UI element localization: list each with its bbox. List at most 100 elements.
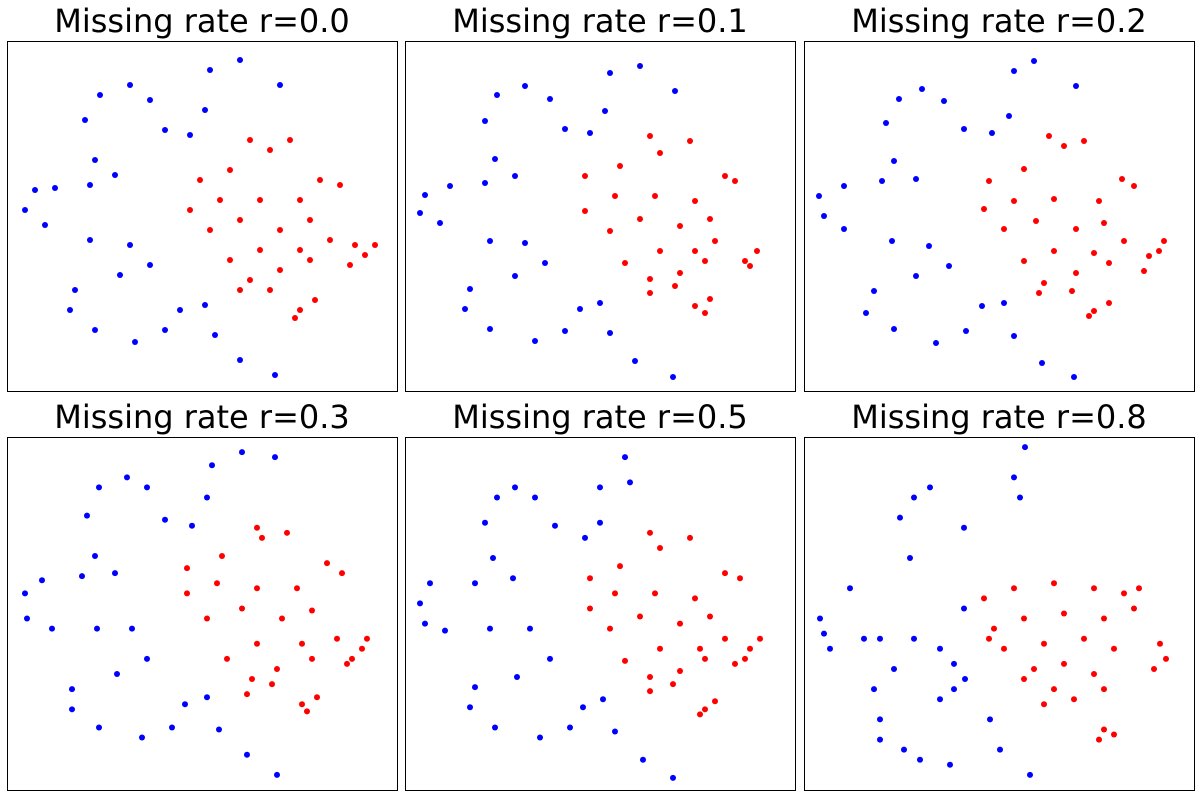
point (702, 310, 708, 316)
point (187, 207, 193, 213)
point (647, 133, 653, 139)
point (712, 238, 718, 244)
point (277, 267, 283, 273)
point (437, 220, 443, 226)
point (462, 306, 468, 312)
point (244, 691, 250, 698)
point (422, 192, 428, 198)
point (97, 92, 103, 98)
point (287, 137, 293, 143)
point (552, 522, 558, 529)
point (692, 248, 698, 254)
point (69, 706, 75, 713)
point (72, 287, 78, 293)
point (84, 512, 90, 519)
point (926, 243, 932, 249)
point (87, 182, 93, 188)
point (244, 751, 250, 758)
point (951, 686, 957, 693)
point (294, 585, 300, 592)
point (670, 374, 676, 380)
point (670, 681, 676, 688)
point (522, 83, 528, 89)
point (96, 484, 102, 491)
point (737, 575, 743, 582)
point (1071, 696, 1077, 703)
point (821, 630, 827, 637)
point (247, 137, 253, 143)
plot-frame (804, 41, 1195, 392)
point (827, 645, 833, 652)
point (547, 655, 553, 662)
point (472, 580, 478, 587)
point (204, 494, 210, 501)
point (307, 217, 313, 223)
point (562, 126, 568, 132)
point (422, 620, 428, 627)
point (692, 198, 698, 204)
point (279, 615, 285, 622)
point (997, 746, 1003, 753)
point (254, 585, 260, 592)
point (269, 681, 275, 688)
point (963, 328, 969, 334)
point (987, 716, 993, 723)
point (937, 696, 943, 703)
point (472, 684, 478, 691)
point (1041, 640, 1047, 647)
point (647, 529, 653, 536)
point (334, 635, 340, 642)
point (267, 147, 273, 153)
point (1061, 143, 1067, 149)
point (1031, 58, 1037, 64)
point (197, 177, 203, 183)
point (237, 357, 243, 363)
point (597, 519, 603, 526)
point (1021, 258, 1027, 264)
point (757, 635, 763, 642)
point (304, 708, 310, 715)
point (891, 158, 897, 164)
point (299, 640, 305, 647)
panel-title: Missing rate r=0.2 (851, 2, 1147, 40)
point (1039, 360, 1045, 366)
point (897, 514, 903, 521)
point (612, 728, 618, 735)
point (712, 698, 718, 705)
point (707, 613, 713, 620)
point (182, 701, 188, 708)
point (1081, 138, 1087, 144)
point (364, 635, 370, 642)
point (237, 57, 243, 63)
point (1006, 113, 1012, 119)
point (184, 590, 190, 597)
point (299, 701, 305, 708)
point (124, 474, 130, 481)
point (582, 534, 588, 541)
point (816, 193, 822, 199)
point (272, 454, 278, 461)
point (841, 183, 847, 189)
point (637, 63, 643, 69)
point (1091, 671, 1097, 678)
point (297, 247, 303, 253)
point (162, 327, 168, 333)
point (112, 172, 118, 178)
point (1073, 226, 1079, 232)
point (129, 625, 135, 632)
point (1051, 580, 1057, 587)
point (1073, 270, 1079, 276)
point (494, 92, 500, 98)
point (672, 283, 678, 289)
point (677, 270, 683, 276)
point (112, 570, 118, 577)
point (87, 237, 93, 243)
point (490, 555, 496, 562)
point (1001, 645, 1007, 652)
point (139, 734, 145, 741)
point (447, 183, 453, 189)
point (702, 258, 708, 264)
point (1041, 280, 1047, 286)
point (911, 635, 917, 642)
point (1161, 238, 1167, 244)
